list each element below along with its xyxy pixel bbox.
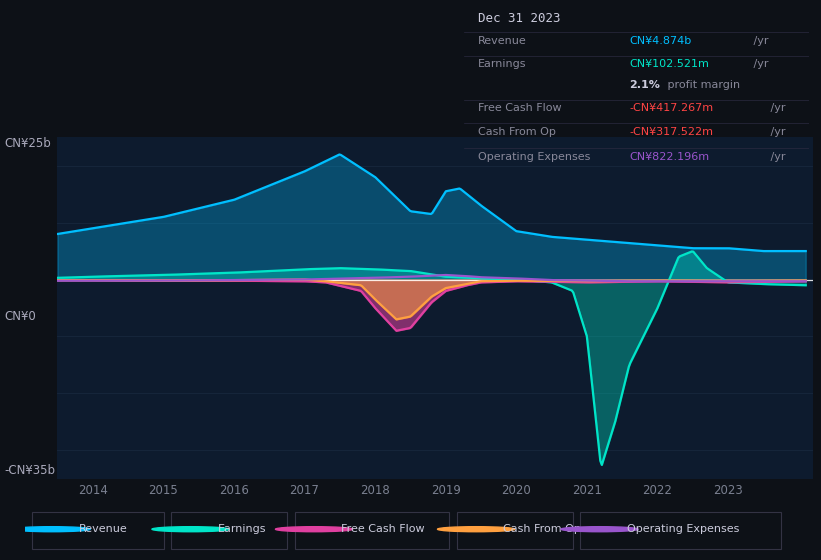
Text: CN¥102.521m: CN¥102.521m	[630, 59, 709, 69]
Circle shape	[13, 526, 90, 532]
Text: /yr: /yr	[768, 127, 786, 137]
Text: Revenue: Revenue	[79, 524, 127, 534]
Text: CN¥4.874b: CN¥4.874b	[630, 36, 691, 46]
Text: CN¥0: CN¥0	[4, 310, 36, 323]
Circle shape	[561, 526, 638, 532]
Text: /yr: /yr	[768, 152, 786, 162]
FancyBboxPatch shape	[172, 512, 287, 549]
FancyBboxPatch shape	[580, 512, 781, 549]
Text: /yr: /yr	[750, 36, 768, 46]
FancyBboxPatch shape	[456, 512, 572, 549]
Circle shape	[152, 526, 229, 532]
Text: profit margin: profit margin	[664, 80, 740, 90]
Text: Free Cash Flow: Free Cash Flow	[341, 524, 424, 534]
FancyBboxPatch shape	[295, 512, 449, 549]
Text: /yr: /yr	[768, 103, 786, 113]
Text: Operating Expenses: Operating Expenses	[478, 152, 590, 162]
Text: 2.1%: 2.1%	[630, 80, 660, 90]
Text: Cash From Op: Cash From Op	[503, 524, 581, 534]
Text: Dec 31 2023: Dec 31 2023	[478, 12, 560, 25]
Text: Earnings: Earnings	[218, 524, 266, 534]
Text: Operating Expenses: Operating Expenses	[626, 524, 739, 534]
Text: -CN¥35b: -CN¥35b	[4, 464, 55, 477]
Text: Earnings: Earnings	[478, 59, 526, 69]
Text: -CN¥417.267m: -CN¥417.267m	[630, 103, 713, 113]
Text: Free Cash Flow: Free Cash Flow	[478, 103, 562, 113]
Circle shape	[276, 526, 353, 532]
Text: Revenue: Revenue	[478, 36, 526, 46]
FancyBboxPatch shape	[32, 512, 163, 549]
Text: -CN¥317.522m: -CN¥317.522m	[630, 127, 713, 137]
Circle shape	[438, 526, 515, 532]
Text: Cash From Op: Cash From Op	[478, 127, 556, 137]
Text: CN¥25b: CN¥25b	[4, 137, 51, 150]
Text: CN¥822.196m: CN¥822.196m	[630, 152, 709, 162]
Text: /yr: /yr	[750, 59, 768, 69]
